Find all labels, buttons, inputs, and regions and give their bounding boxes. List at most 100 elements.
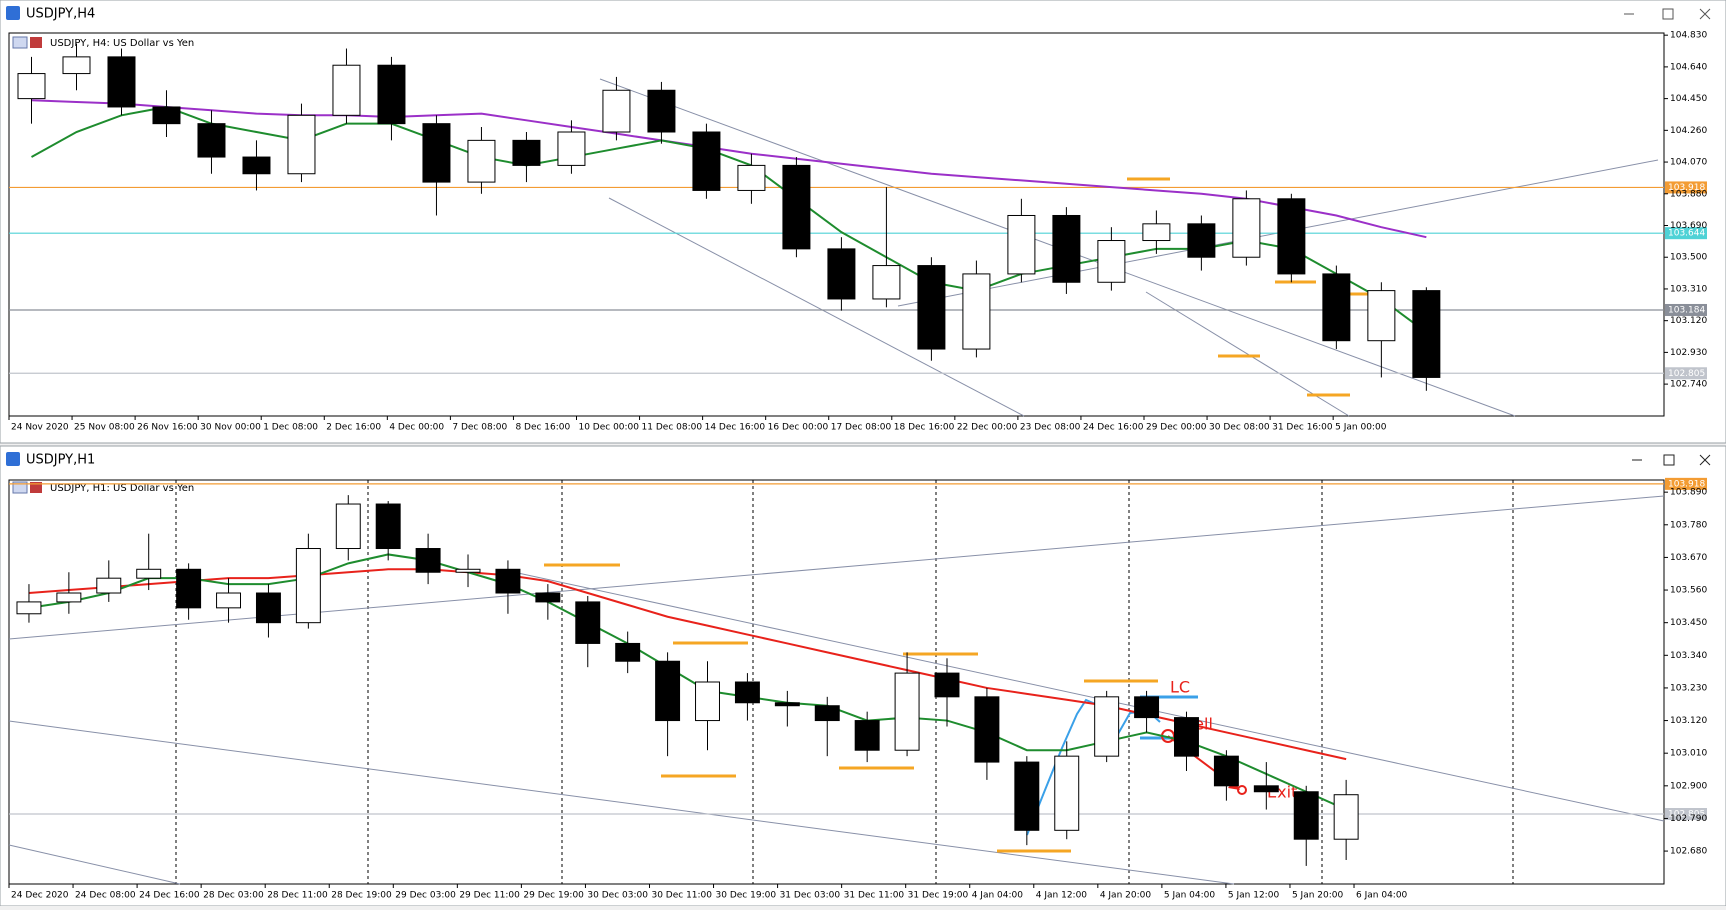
candle-body: [1052, 214, 1081, 283]
y-tick-label: 103.120: [1670, 716, 1707, 726]
candle-body: [1134, 696, 1160, 719]
x-tick-label: 29 Dec 11:00: [459, 891, 520, 901]
x-tick-label: 14 Dec 16:00: [705, 423, 766, 433]
maximize-button[interactable]: [1662, 8, 1674, 20]
x-tick-label: 31 Dec 11:00: [844, 891, 905, 901]
chart-icon: [12, 36, 28, 49]
x-tick-label: 5 Jan 20:00: [1292, 891, 1344, 901]
candle-body: [107, 56, 136, 108]
x-tick-label: 5 Jan 00:00: [1335, 423, 1387, 433]
candle-body: [197, 123, 226, 158]
x-tick-label: 30 Dec 19:00: [716, 891, 777, 901]
candle-body: [17, 73, 46, 100]
x-tick-label: 22 Dec 00:00: [957, 423, 1018, 433]
y-tick-label: 103.010: [1670, 749, 1707, 759]
close-button[interactable]: [1699, 8, 1711, 20]
level-label: 103.644: [1668, 229, 1705, 239]
level-label: 103.918: [1668, 183, 1705, 193]
close-button[interactable]: [1699, 454, 1711, 466]
candle-body: [814, 705, 840, 722]
y-tick-label: 102.930: [1670, 348, 1707, 358]
y-tick-label: 103.310: [1670, 284, 1707, 294]
y-tick-label: 104.450: [1670, 94, 1707, 104]
chart-icon: [30, 482, 42, 493]
candle-body: [176, 568, 202, 609]
candle-body: [854, 720, 880, 751]
candle-body: [152, 106, 181, 125]
candle-body: [1014, 761, 1040, 831]
y-tick-label: 104.830: [1670, 31, 1707, 41]
y-tick-label: 103.500: [1670, 253, 1707, 263]
level-label-box: [1665, 227, 1707, 240]
candle-body: [332, 64, 361, 116]
x-tick-label: 10 Dec 00:00: [578, 423, 639, 433]
y-tick-label: 103.670: [1670, 553, 1707, 563]
candle-body: [287, 114, 316, 175]
trend-lines: [8, 495, 1665, 885]
level-label-box: [1665, 367, 1707, 380]
x-tick-label: 1 Dec 08:00: [263, 423, 318, 433]
y-tick-label: 103.120: [1670, 316, 1707, 326]
x-tick-label: 6 Jan 04:00: [1356, 891, 1408, 901]
x-tick-label: 26 Nov 16:00: [137, 423, 198, 433]
candle-body: [136, 568, 162, 579]
level-label: 103.184: [1668, 305, 1705, 315]
candle-body: [56, 592, 82, 603]
candle-body: [1277, 198, 1306, 275]
x-tick-label: 8 Dec 16:00: [515, 423, 570, 433]
candle-body: [1367, 290, 1396, 342]
y-tick-label: 104.260: [1670, 126, 1707, 136]
x-tick-label: 25 Nov 08:00: [74, 423, 135, 433]
x-tick-label: 4 Jan 20:00: [1100, 891, 1152, 901]
candle-body: [615, 642, 641, 662]
candle-body: [375, 503, 401, 550]
plot-area: [8, 32, 1665, 417]
maximize-button[interactable]: [1663, 454, 1675, 466]
chart-title: USDJPY, H4: US Dollar vs Yen: [50, 38, 194, 49]
y-tick-label: 103.450: [1670, 618, 1707, 628]
candle-body: [917, 265, 946, 350]
x-tick-label: 30 Dec 08:00: [1209, 423, 1270, 433]
candle-body: [1174, 717, 1199, 757]
candle-body: [974, 696, 1000, 763]
level-label: 102.805: [1668, 369, 1705, 379]
candle-body: [16, 601, 42, 615]
level-label-box: [1665, 303, 1707, 316]
candle-body: [1322, 273, 1351, 342]
x-tick-label: 31 Dec 19:00: [908, 891, 969, 901]
candle-body: [242, 156, 271, 175]
y-tick-label: 103.890: [1670, 488, 1707, 498]
chart-icon: [30, 37, 42, 48]
candle-body: [1187, 223, 1216, 258]
candle-body: [1007, 214, 1036, 275]
candle-body: [774, 702, 800, 707]
candle-body: [962, 273, 991, 350]
x-tick-label: 23 Dec 08:00: [1020, 423, 1081, 433]
x-tick-label: 5 Jan 04:00: [1164, 891, 1216, 901]
y-tick-label: 104.070: [1670, 158, 1707, 168]
x-tick-label: 28 Dec 11:00: [267, 891, 328, 901]
chart-title: USDJPY, H1: US Dollar vs Yen: [50, 483, 194, 494]
candle-body: [377, 64, 406, 125]
x-tick-label: 4 Jan 04:00: [972, 891, 1024, 901]
candle-body: [692, 131, 721, 191]
level-label-box: [1665, 181, 1707, 194]
exit-marker: [1237, 785, 1247, 795]
x-tick-label: 5 Jan 12:00: [1228, 891, 1280, 901]
candle-body: [827, 248, 856, 300]
y-tick-label: 103.560: [1670, 586, 1707, 596]
candle-body: [295, 548, 321, 624]
x-tick-label: 24 Dec 08:00: [75, 891, 136, 901]
y-tick-label: 102.790: [1670, 814, 1707, 824]
x-tick-label: 24 Nov 2020: [11, 423, 69, 433]
x-tick-label: 31 Dec 16:00: [1272, 423, 1333, 433]
plot-area: [8, 479, 1665, 885]
y-tick-label: 102.740: [1670, 380, 1707, 390]
candle-body: [1097, 240, 1126, 283]
candle-body: [647, 89, 676, 133]
x-tick-label: 29 Dec 19:00: [523, 891, 584, 901]
candle-body: [894, 672, 920, 751]
annotation: LC: [1170, 678, 1190, 697]
